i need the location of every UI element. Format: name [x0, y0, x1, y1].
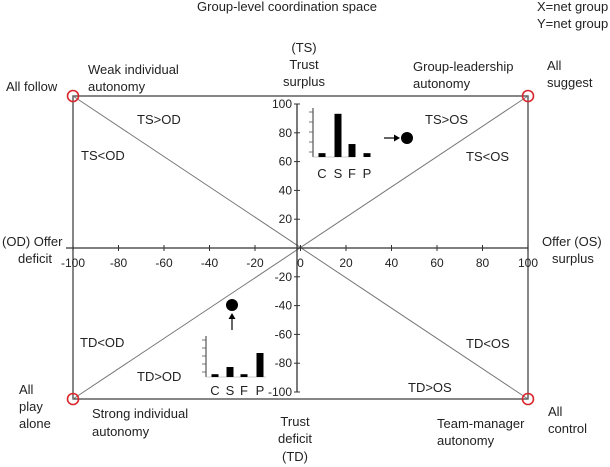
- legend-x: X=net group offer: [537, 0, 610, 14]
- right-axis-label-2: surplus: [552, 251, 594, 266]
- right-axis-label-1: Offer (OS): [542, 234, 602, 249]
- group-leadership-label-1: Group-leadership: [413, 59, 513, 74]
- corner-label-bottom-right-1: All: [548, 404, 563, 419]
- x-tick-label: -80: [110, 256, 128, 270]
- group-leadership-label-2: autonomy: [413, 76, 471, 91]
- corner-label-top-right-1: All: [547, 58, 562, 73]
- legend-y: Y=net group trust: [537, 16, 610, 31]
- region-td-lt-od: TD<OD: [80, 335, 124, 350]
- x-tick-label: -20: [246, 256, 264, 270]
- inset-lower-cat-f: F: [240, 383, 248, 398]
- inset-bar-p: [363, 153, 371, 157]
- corner-label-bottom-left-3: alone: [19, 416, 51, 431]
- figure-title: Group-level coordination space: [197, 0, 377, 14]
- inset-upper-cat-p: P: [363, 166, 372, 181]
- arrow-up-head-icon: [228, 313, 236, 319]
- state-dot-lower: [226, 299, 238, 311]
- arrow-right-head-icon: [394, 134, 400, 142]
- y-axis-ticks: 100 80 60 40 20 -20 -40 -60 -80 -100: [268, 97, 300, 399]
- corner-label-bottom-left-1: All: [19, 382, 34, 397]
- top-axis-label-3: surplus: [283, 74, 325, 89]
- x-tick-label: 100: [518, 256, 538, 270]
- top-axis-label-1: (TS): [291, 40, 316, 55]
- strong-autonomy-label-1: Strong individual: [92, 406, 188, 421]
- y-tick-label: 80: [279, 126, 293, 140]
- y-tick-label: -60: [275, 327, 293, 341]
- strong-autonomy-label-2: autonomy: [92, 424, 150, 439]
- x-tick-label: 0: [297, 256, 304, 270]
- team-manager-label-2: autonomy: [437, 433, 495, 448]
- region-ts-lt-od: TS<OD: [81, 148, 125, 163]
- region-td-gt-os: TD>OS: [408, 380, 452, 395]
- inset-lower-cat-s: S: [226, 383, 235, 398]
- region-td-gt-od: TD>OD: [137, 369, 181, 384]
- corner-marker-bottom-right: [521, 392, 535, 406]
- x-tick-label: -40: [201, 256, 219, 270]
- x-tick-label: 80: [476, 256, 490, 270]
- inset-upper-bars: [318, 113, 371, 157]
- inset-bar-f: [240, 374, 248, 377]
- corner-marker-bottom-left: [66, 392, 80, 406]
- corner-label-bottom-left-2: play: [19, 399, 43, 414]
- bottom-axis-label-3: (TD): [282, 449, 308, 464]
- inset-bar-c: [318, 153, 326, 157]
- y-tick-label: 100: [272, 97, 292, 111]
- y-tick-label: 20: [279, 212, 293, 226]
- inset-bar-p: [256, 353, 264, 377]
- bottom-axis-label-1: Trust: [280, 414, 310, 429]
- corner-label-top-right-2: suggest: [547, 75, 593, 90]
- region-ts-gt-os: TS>OS: [425, 112, 468, 127]
- inset-lower-cat-p: P: [256, 383, 265, 398]
- inset-bar-c: [211, 374, 219, 377]
- inset-lower-cat-c: C: [210, 383, 219, 398]
- inset-lower-bars: [211, 353, 264, 377]
- inset-bar-f: [348, 144, 356, 157]
- team-manager-label-1: Team-manager: [437, 416, 525, 431]
- corner-label-top-left: All follow: [6, 79, 58, 94]
- y-tick-label: -20: [275, 270, 293, 284]
- bottom-axis-label-2: deficit: [278, 431, 312, 446]
- x-tick-label: -100: [61, 256, 85, 270]
- y-tick-label: 40: [279, 183, 293, 197]
- inset-bar-s: [226, 367, 234, 377]
- inset-chart-lower: C S F P: [202, 336, 266, 398]
- weak-autonomy-label-2: autonomy: [88, 79, 146, 94]
- corner-marker-top-left: [66, 89, 80, 103]
- x-tick-label: 60: [430, 256, 444, 270]
- corner-marker-top-right: [521, 89, 535, 103]
- top-axis-label-2: Trust: [289, 57, 319, 72]
- inset-upper-cat-s: S: [334, 166, 343, 181]
- left-axis-label-1: (OD) Offer: [2, 234, 63, 249]
- inset-chart-upper: C S F P: [309, 108, 371, 181]
- inset-upper-cat-f: F: [348, 166, 356, 181]
- region-td-lt-os: TD<OS: [466, 336, 510, 351]
- y-tick-label: -40: [275, 299, 293, 313]
- y-tick-label: -100: [268, 385, 292, 399]
- x-tick-label: 20: [339, 256, 353, 270]
- inset-bar-s: [334, 113, 342, 157]
- state-dot-upper: [401, 132, 413, 144]
- weak-autonomy-label-1: Weak individual: [88, 62, 179, 77]
- y-tick-label: -80: [275, 356, 293, 370]
- left-axis-label-2: deficit: [18, 251, 52, 266]
- y-tick-label: 60: [279, 155, 293, 169]
- x-tick-label: -60: [155, 256, 173, 270]
- x-axis-ticks: -100 -80 -60 -40 -20 0 20 40 60 80 100: [61, 245, 538, 270]
- region-ts-lt-os: TS<OS: [466, 149, 509, 164]
- region-ts-gt-od: TS>OD: [137, 112, 181, 127]
- inset-upper-cat-c: C: [317, 166, 326, 181]
- x-tick-label: 40: [385, 256, 399, 270]
- corner-label-bottom-right-2: control: [548, 421, 587, 436]
